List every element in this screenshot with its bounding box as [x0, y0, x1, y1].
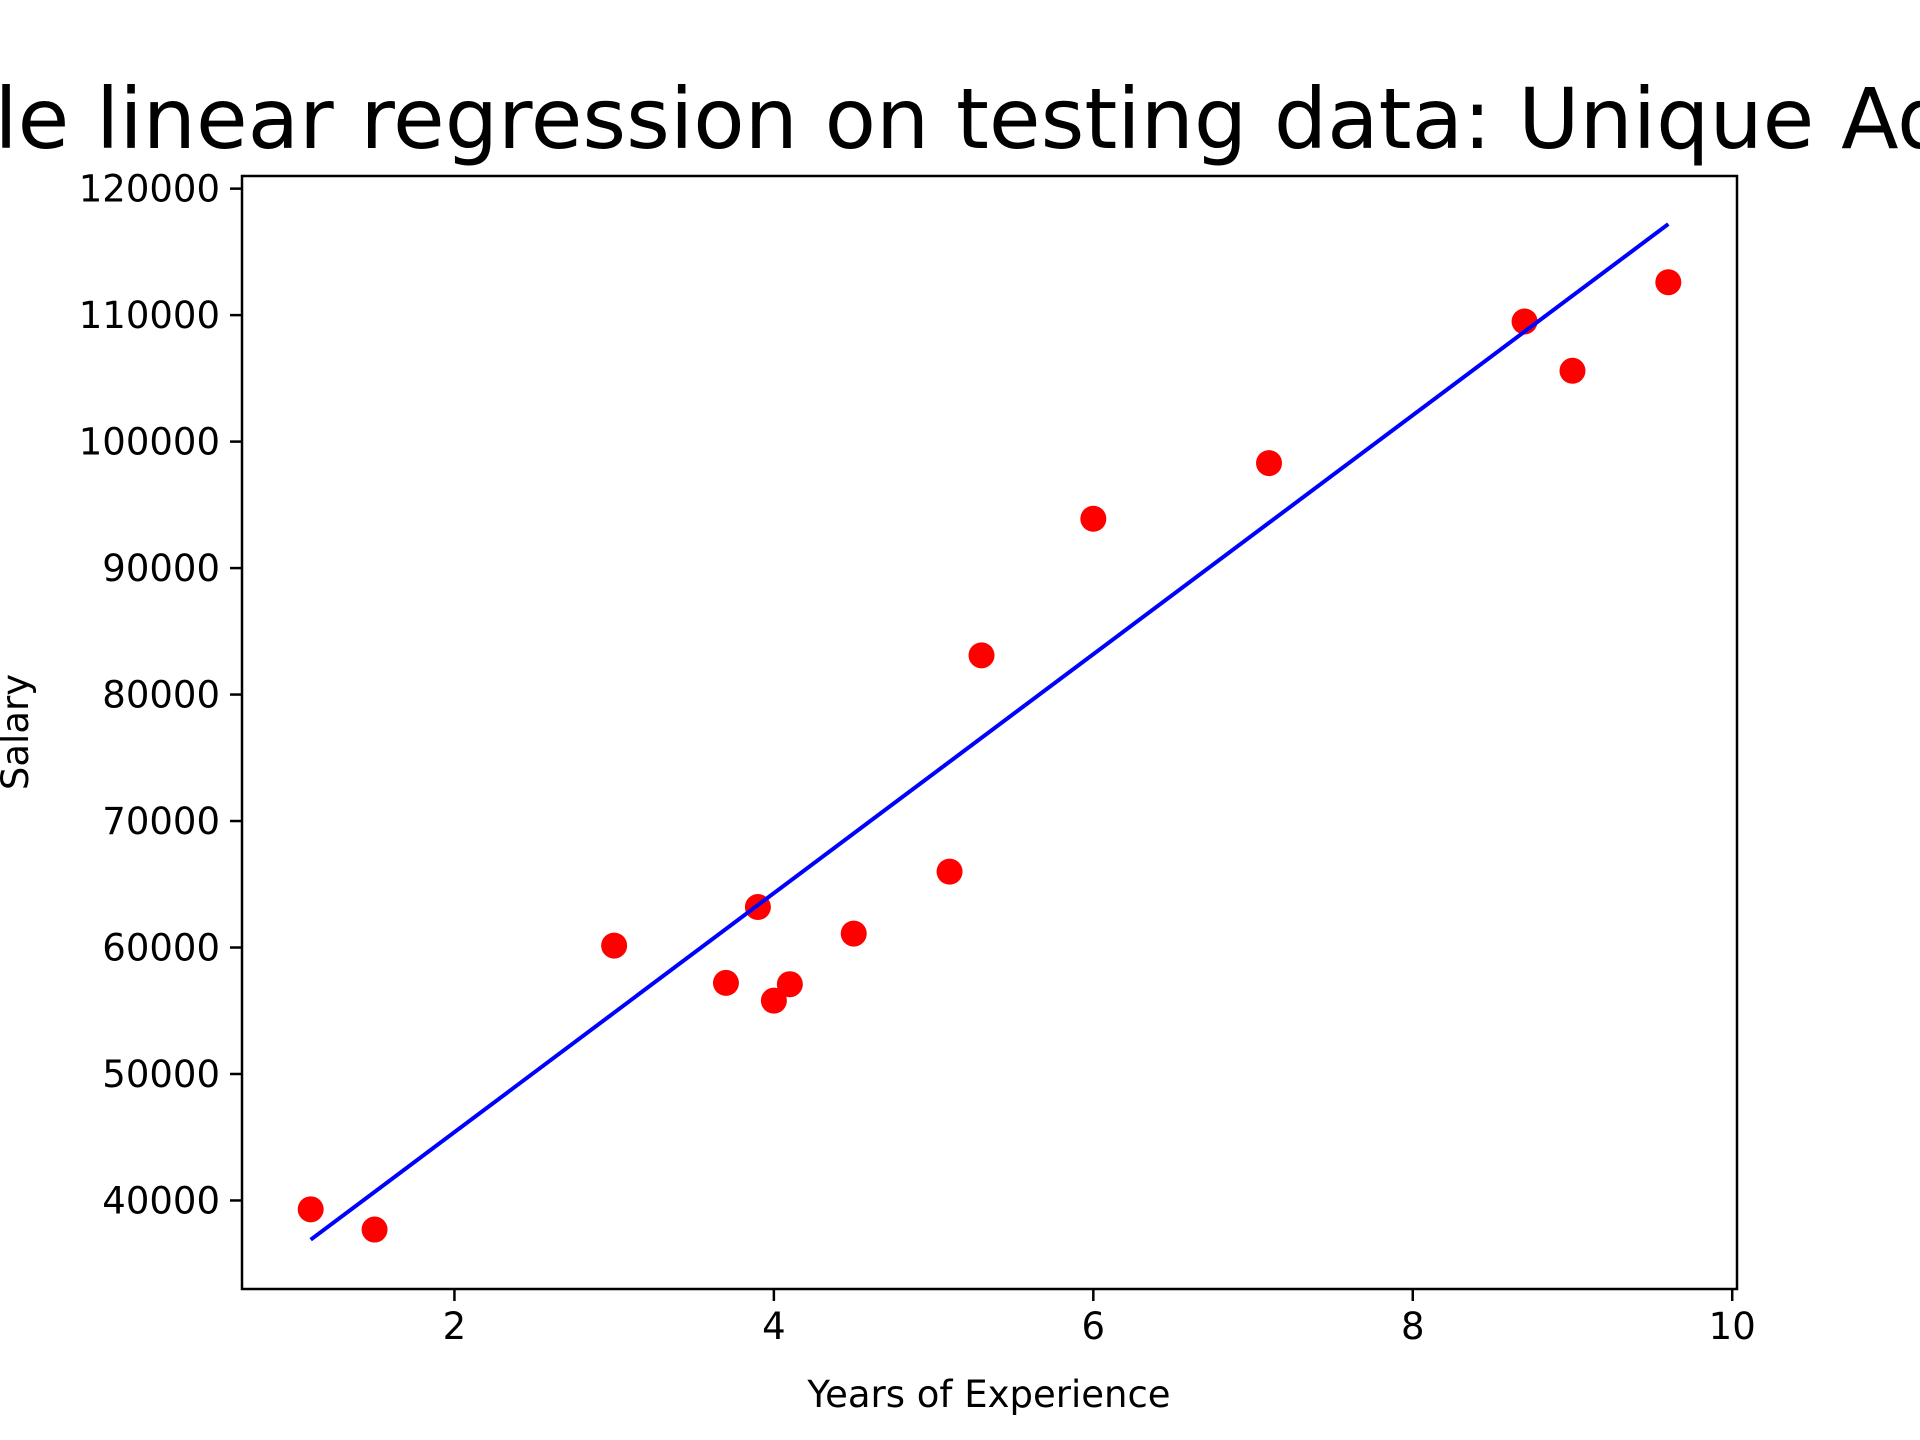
scatter-point [361, 1216, 388, 1243]
scatter-point [840, 920, 867, 947]
regression-line [309, 222, 1670, 1242]
axis-ticks: 2 4 6 8 10 40000 50000 60000 70000 80000 90000 1000… [79, 168, 1756, 1348]
x-tick-label: 10 [1709, 1305, 1756, 1348]
x-tick-label: 6 [1082, 1305, 1106, 1348]
scatter-point [1559, 357, 1586, 384]
y-tick-label: 80000 [102, 674, 220, 717]
scatter-point [760, 987, 787, 1014]
scatter-point [1655, 269, 1682, 296]
y-tick-label: 50000 [102, 1053, 220, 1096]
y-axis-label: Salary [0, 674, 37, 790]
x-tick-label: 4 [762, 1305, 786, 1348]
scatter-point [712, 969, 739, 996]
chart-marks [297, 222, 1682, 1243]
x-tick-label: 8 [1401, 1305, 1425, 1348]
scatter-point [297, 1196, 324, 1223]
plot-area-frame [240, 174, 1739, 1291]
y-tick-label: 100000 [79, 421, 220, 464]
scatter-point [1256, 450, 1283, 477]
scatter-point [776, 971, 803, 998]
y-tick-label: 70000 [102, 800, 220, 843]
scatter-point [1080, 505, 1107, 532]
scatter-point [936, 858, 963, 885]
x-axis-label: Years of Experience [806, 1373, 1170, 1416]
y-tick-label: 90000 [102, 547, 220, 590]
y-tick-label: 60000 [102, 927, 220, 970]
y-tick-label: 110000 [79, 294, 220, 337]
scatter-point [968, 642, 995, 669]
x-tick-label: 2 [443, 1305, 467, 1348]
scatter-point [601, 932, 628, 959]
chart-title: Simple linear regression on testing data… [0, 70, 1920, 168]
y-tick-label: 40000 [102, 1179, 220, 1222]
y-tick-label: 120000 [79, 168, 220, 211]
